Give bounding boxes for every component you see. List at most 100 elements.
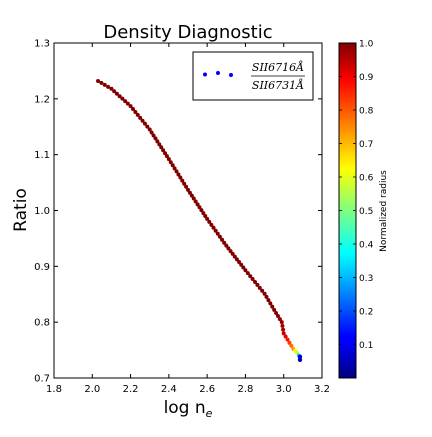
data-points	[96, 78, 303, 362]
data-point	[220, 237, 225, 242]
data-point	[195, 202, 200, 207]
x-axis-title: log ne	[164, 398, 213, 420]
colorbar-label: Normalized radius	[379, 170, 389, 252]
data-point	[274, 310, 279, 315]
data-point	[199, 208, 204, 213]
data-point	[161, 148, 166, 153]
data-point	[257, 285, 262, 290]
colorbar-tick-label: 0.3	[359, 274, 373, 284]
data-point	[281, 331, 286, 336]
colorbar-tick-label: 0.5	[359, 207, 373, 217]
colorbar-tick-label: 1.0	[359, 40, 374, 50]
y-tick-label: 1.2	[34, 94, 50, 105]
colorbar-ticks: 0.1 0.2 0.3 0.4 0.5 0.6 0.7 0.8 0.9 1.0	[339, 40, 374, 351]
data-point	[166, 157, 171, 162]
data-point	[138, 115, 143, 120]
data-point	[239, 262, 244, 267]
data-point	[135, 112, 140, 117]
x-tick-label: 2.8	[237, 384, 253, 395]
y-tick-label: 0.8	[34, 318, 50, 329]
data-point	[172, 166, 177, 171]
data-point	[117, 94, 122, 99]
data-point	[163, 151, 168, 156]
x-tick-label: 3.2	[314, 384, 330, 395]
colorbar-tick-label: 0.2	[359, 308, 373, 318]
legend-marker	[216, 71, 220, 75]
data-point	[237, 260, 242, 265]
data-point	[262, 291, 267, 296]
data-point	[277, 317, 282, 322]
svg-text:log ne: log ne	[164, 398, 213, 420]
x-tick-label: 3.0	[276, 384, 292, 395]
data-point	[142, 121, 147, 126]
data-point	[224, 243, 229, 248]
data-point	[186, 187, 190, 192]
data-point	[96, 78, 101, 83]
data-point	[215, 231, 220, 236]
colorbar-tick-label: 0.9	[359, 73, 374, 83]
x-axis-ticks: 1.8 2.0 2.2 2.4 2.6 2.8 3.0 3.2	[46, 43, 330, 395]
data-point	[197, 205, 202, 210]
legend-denominator: SII6731Å	[252, 78, 304, 92]
data-point	[285, 337, 290, 342]
data-point	[205, 216, 210, 221]
data-point	[182, 181, 187, 186]
data-point	[250, 277, 255, 282]
data-point	[201, 211, 206, 216]
y-axis-label: Ratio	[11, 188, 31, 232]
data-point	[268, 301, 273, 306]
y-axis-ticks: 0.7 0.8 0.9 1.0 1.1 1.2 1.3	[34, 39, 322, 385]
data-point	[230, 251, 235, 256]
data-point	[102, 82, 107, 87]
data-point	[168, 160, 173, 165]
data-point	[213, 228, 218, 233]
data-point	[272, 307, 277, 312]
data-point	[281, 327, 286, 332]
data-point	[125, 101, 130, 106]
data-point	[228, 249, 233, 254]
data-point	[174, 169, 179, 174]
data-point	[170, 163, 175, 168]
colorbar-tick-label: 0.7	[359, 140, 373, 150]
data-point	[241, 265, 246, 270]
data-point	[149, 130, 154, 135]
data-point	[155, 139, 160, 144]
x-axis-label: log n	[164, 398, 206, 418]
data-point	[232, 254, 237, 259]
data-point	[260, 288, 265, 293]
data-point	[280, 323, 285, 328]
data-point	[184, 184, 189, 189]
x-tick-label: 2.2	[123, 384, 139, 395]
y-tick-label: 1.3	[34, 39, 50, 50]
legend-marker	[229, 73, 233, 77]
legend: SII6716Å SII6731Å	[192, 51, 314, 101]
colorbar-tick-label: 0.4	[359, 241, 374, 251]
data-point	[264, 294, 269, 299]
data-point	[112, 89, 117, 94]
data-point	[289, 343, 294, 348]
data-point	[180, 178, 185, 183]
data-point	[189, 193, 194, 198]
data-point	[211, 225, 216, 230]
data-point	[209, 222, 214, 227]
data-point	[123, 99, 128, 104]
data-point	[176, 172, 181, 177]
data-point	[255, 282, 260, 287]
data-point	[164, 154, 169, 159]
data-point	[147, 127, 152, 132]
x-tick-label: 2.4	[161, 384, 177, 395]
chart-title: Density Diagnostic	[103, 22, 272, 43]
data-point	[114, 91, 119, 96]
x-tick-label: 2.0	[84, 384, 100, 395]
data-point	[151, 133, 156, 138]
colorbar-tick-label: 0.1	[359, 341, 373, 351]
data-point	[222, 240, 227, 245]
data-point	[140, 118, 145, 123]
data-point	[178, 175, 183, 180]
data-point	[130, 107, 135, 112]
data-point	[297, 357, 303, 362]
data-point	[128, 104, 133, 109]
y-tick-label: 0.9	[34, 262, 50, 273]
colorbar: 0.1 0.2 0.3 0.4 0.5 0.6 0.7 0.8 0.9 1.0 Normalize…	[338, 40, 389, 379]
